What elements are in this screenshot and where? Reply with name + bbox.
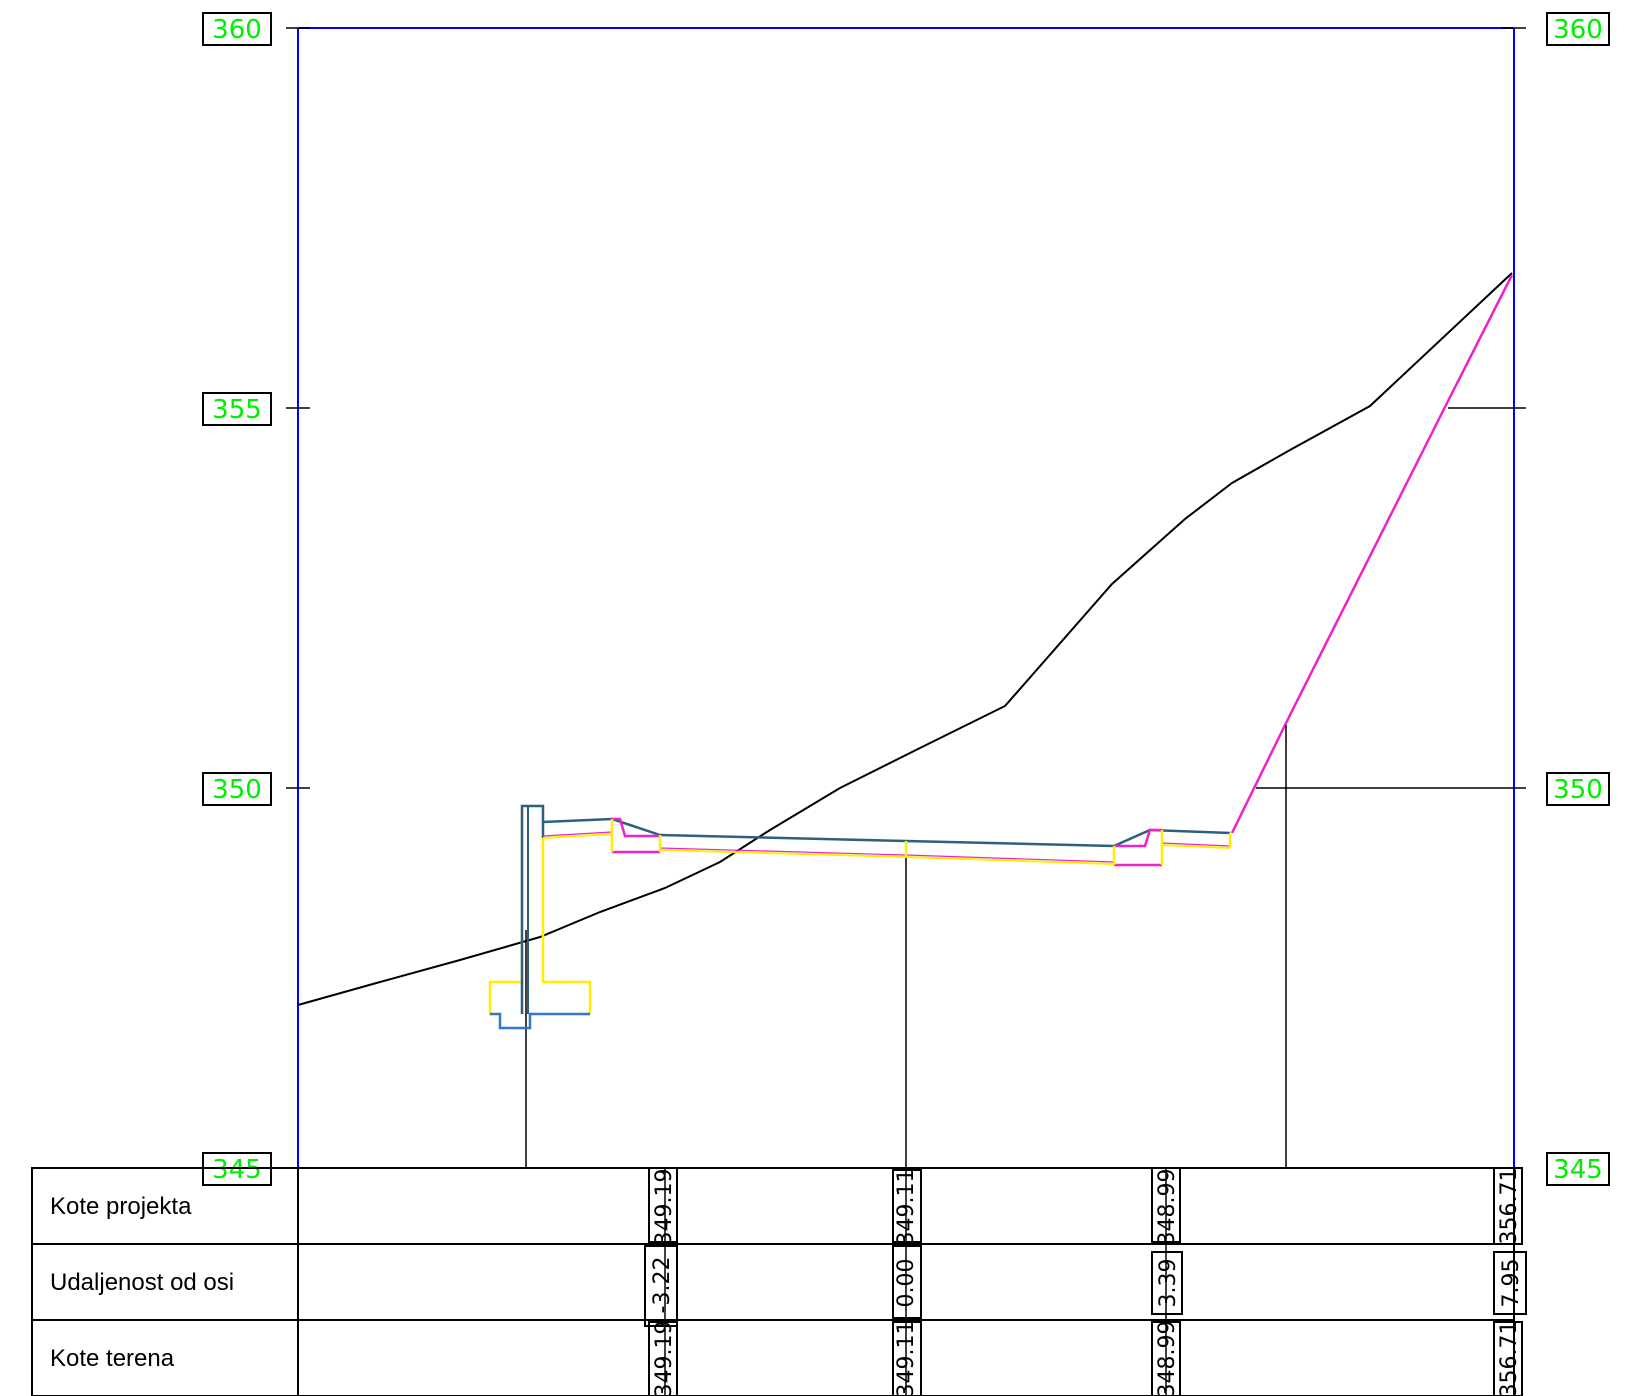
elevation-labels-left: 360 355 350 345 <box>202 12 272 1186</box>
pavement <box>542 817 1232 867</box>
elev-label-right-360: 360 <box>1553 15 1603 45</box>
elevation-labels-right: 360 350 345 <box>1546 12 1610 1186</box>
retaining-wall <box>488 804 592 1030</box>
kote-projekta-value-1: 349.19 <box>652 1169 677 1246</box>
kote-terena-value-1: 349.19 <box>652 1321 677 1396</box>
row-label-udaljenost: Udaljenost od osi <box>50 1269 234 1296</box>
kote-projekta-value-2: 349.11 <box>894 1169 919 1246</box>
udaljenost-value-3: 3.39 <box>1156 1259 1181 1308</box>
table-border <box>31 1167 1515 1396</box>
kote-terena-value-4: 356.71 <box>1497 1321 1522 1396</box>
table-column-2: 349.11 0.00 349.11 <box>892 1168 922 1396</box>
terrain-line <box>297 272 1513 1006</box>
elev-label-right-350: 350 <box>1553 775 1603 805</box>
elevation-ticks <box>286 27 1526 789</box>
frame <box>297 27 1515 1168</box>
elev-label-right-345: 345 <box>1553 1155 1603 1185</box>
cut-slope-line <box>1230 274 1514 834</box>
udaljenost-value-2: 0.00 <box>894 1259 919 1308</box>
table-column-3: 348.99 3.39 348.99 <box>1151 1167 1183 1396</box>
row-label-kote-projekta: Kote projekta <box>50 1193 192 1220</box>
elev-label-350: 350 <box>212 775 262 805</box>
row-label-kote-terena: Kote terena <box>50 1345 175 1372</box>
table-column-4: 356.71 7.95 356.71 <box>1493 1167 1527 1396</box>
elev-label-345: 345 <box>212 1155 262 1185</box>
kote-terena-value-2: 349.11 <box>894 1321 919 1396</box>
data-table: Kote projekta Udaljenost od osi Kote ter… <box>31 1167 1527 1396</box>
kote-projekta-value-3: 348.99 <box>1155 1169 1180 1246</box>
elev-label-360: 360 <box>212 15 262 45</box>
station-lines <box>525 725 1287 1168</box>
kote-terena-value-3: 348.99 <box>1155 1321 1180 1396</box>
elev-label-355: 355 <box>212 395 262 425</box>
udaljenost-value-4: 7.95 <box>1499 1259 1524 1308</box>
udaljenost-value-1: -3.22 <box>650 1257 675 1314</box>
kote-projekta-value-4: 356.71 <box>1497 1168 1522 1245</box>
table-column-1: 349.19 -3.22 349.19 <box>644 1167 678 1396</box>
